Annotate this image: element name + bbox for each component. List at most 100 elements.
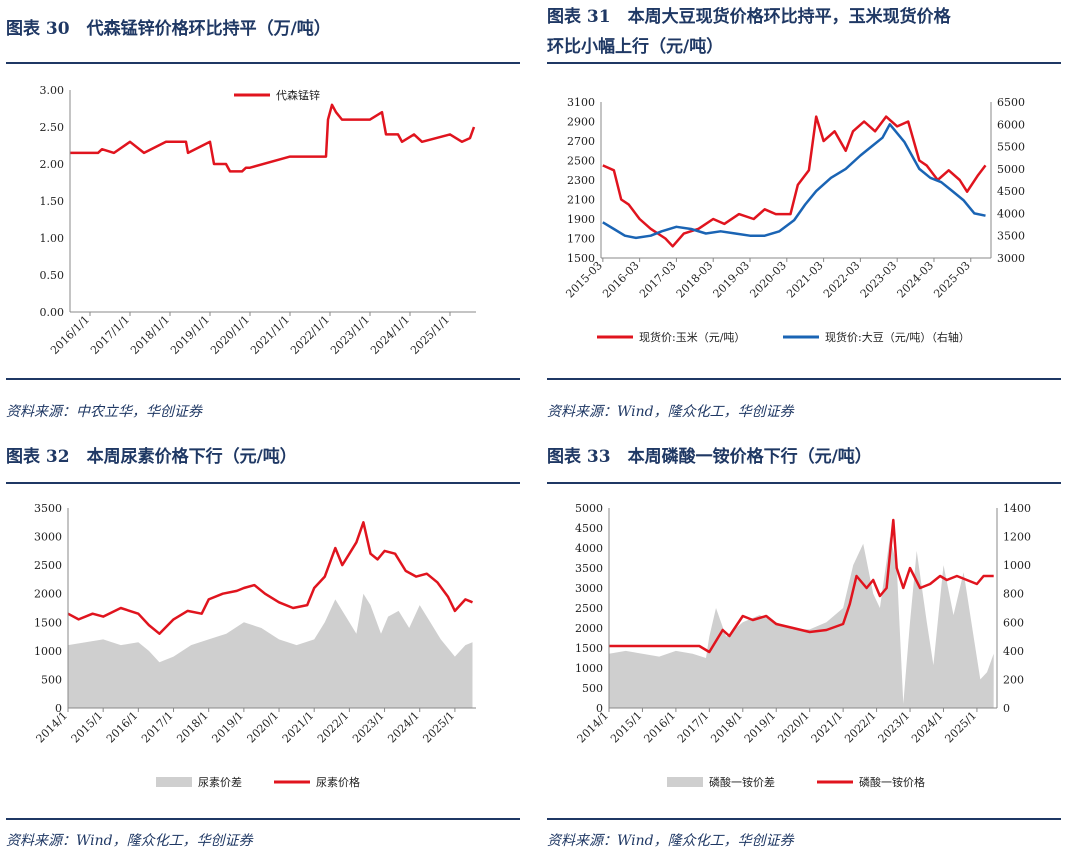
x-tick-label: 2016/1	[104, 709, 141, 746]
y2-tick-label: 200	[1003, 673, 1024, 686]
y-tick-label: 2000	[575, 622, 603, 635]
y2-tick-label: 1000	[1003, 559, 1031, 572]
legend-label: 现货价:玉米（元/吨）	[639, 330, 745, 344]
y-tick-label: 1500	[567, 252, 595, 265]
x-tick-label: 2022/1	[315, 709, 352, 746]
panel-31: 图表 31 本周大豆现货价格环比持平，玉米现货价格 环比小幅上行（元/吨） 31…	[547, 2, 1061, 426]
chart-33-svg: 5000450040003500300025002000150010005000…	[575, 502, 1031, 789]
x-tick-label: 2017-03	[637, 259, 679, 301]
legend-label: 现货价:大豆（元/吨）（右轴）	[825, 330, 970, 344]
y2-tick-label: 1200	[1003, 531, 1031, 544]
y-tick-label: 1000	[34, 645, 62, 658]
y2-tick-label: 5500	[997, 141, 1025, 154]
chart-source: 资料来源：Wind，隆众化工，华创证券	[547, 833, 794, 849]
series-line-1	[609, 518, 994, 654]
x-tick-label: 2025/1/1	[408, 313, 452, 357]
legend-swatch	[156, 777, 192, 787]
series-line-0	[602, 115, 987, 248]
x-tick-label: 2019-03	[711, 259, 753, 301]
x-tick-label: 2014/1	[575, 709, 612, 746]
x-tick-label: 2020-03	[747, 259, 789, 301]
y-tick-label: 2.50	[40, 121, 65, 134]
x-tick-label: 2017/1	[139, 709, 176, 746]
panel-30: 图表 30 代森锰锌价格环比持平（万/吨） 3.00 2.50 2.00 1.50 1.…	[6, 6, 520, 426]
y-tick-label: 0	[596, 702, 603, 715]
x-tick-label: 2023/1/1	[328, 313, 372, 357]
x-tick-label: 2024/1/1	[368, 313, 412, 357]
chart-source: 资料来源：中农立华，华创证券	[6, 404, 202, 420]
legend-label: 磷酸一铵价差	[709, 775, 775, 789]
footer-rule	[547, 818, 1061, 820]
y-tick-label: 4000	[575, 542, 603, 555]
x-tick-label: 2017/1	[675, 709, 712, 746]
x-tick-label: 2018/1	[174, 709, 211, 746]
x-tick-label: 2020/1/1	[208, 313, 252, 357]
x-tick-label: 2024-03	[895, 259, 937, 301]
chart-32-svg: 3500 3000 2500 2000 1500 1000 500 02014/12015/1…	[34, 502, 476, 789]
title-rule	[547, 482, 1061, 484]
y2-tick-label: 0	[1003, 702, 1010, 715]
y2-tick-label: 4000	[997, 207, 1025, 220]
y-tick-label: 1900	[567, 213, 595, 226]
x-tick-label: 2020/1	[775, 709, 812, 746]
panel-33: 图表 33 本周磷酸一铵价格下行（元/吨） 5000 4500 4000 3500 30…	[547, 440, 1061, 852]
x-tick-label: 2014/1	[34, 709, 71, 746]
x-tick-label: 2024/1	[385, 709, 422, 746]
title-rule	[6, 62, 520, 64]
y2-tick-label: 600	[1003, 616, 1024, 629]
footer-rule	[547, 378, 1061, 380]
y-tick-label: 2500	[575, 602, 603, 615]
x-tick-label: 2025/1	[942, 709, 979, 746]
x-tick-label: 2016/1/1	[48, 313, 92, 357]
y-tick-label: 5000	[575, 502, 603, 515]
y-tick-label: 3000	[575, 582, 603, 595]
x-tick-label: 2019/1	[742, 709, 779, 746]
y-tick-label: 2.00	[40, 158, 65, 171]
legend-swatch	[667, 777, 703, 787]
y2-tick-label: 3000	[997, 252, 1025, 265]
x-tick-label: 2021-03	[784, 259, 826, 301]
y-tick-label: 0.50	[40, 269, 65, 282]
x-tick-label: 2018-03	[674, 259, 716, 301]
x-tick-label: 2025/1	[420, 709, 457, 746]
y-tick-label: 2500	[34, 559, 62, 572]
x-tick-label: 2023-03	[858, 259, 900, 301]
legend-label: 磷酸一铵价格	[859, 775, 925, 789]
y-tick-label: 2900	[567, 116, 595, 129]
y2-tick-label: 800	[1003, 588, 1024, 601]
series-line-1	[602, 123, 986, 240]
x-tick-label: 2020/1	[245, 709, 282, 746]
y-tick-label: 1500	[34, 616, 62, 629]
legend-label: 尿素价格	[316, 775, 360, 789]
x-tick-label: 2018/1/1	[128, 313, 172, 357]
chart-title-line2: 环比小幅上行（元/吨）	[547, 37, 724, 57]
series-line-0	[70, 103, 476, 173]
x-tick-label: 2024/1	[909, 709, 946, 746]
x-tick-label: 2023/1	[350, 709, 387, 746]
y-tick-label: 1000	[575, 662, 603, 675]
x-tick-label: 2022/1/1	[288, 313, 332, 357]
x-tick-label: 2021/1	[809, 709, 846, 746]
x-tick-label: 2023/1	[876, 709, 913, 746]
y-tick-label: 500	[41, 673, 62, 686]
chart-31-svg: 3100 2900 2700 2500 2300 2100 1900 1700 1500 6500…	[563, 96, 1025, 344]
y-tick-label: 0	[55, 702, 62, 715]
y-tick-label: 3500	[34, 502, 62, 515]
y-tick-label: 4500	[575, 522, 603, 535]
y-tick-label: 2300	[567, 174, 595, 187]
y2-tick-label: 5000	[997, 163, 1025, 176]
y-tick-label: 2500	[567, 155, 595, 168]
x-tick-label: 2025-03	[931, 259, 973, 301]
y2-tick-label: 6000	[997, 118, 1025, 131]
chart-30-svg: 3.00 2.50 2.00 1.50 1.00 0.50 0.002016/1/12017…	[40, 84, 476, 357]
y-tick-label: 2000	[34, 588, 62, 601]
x-tick-label: 2018/1	[708, 709, 745, 746]
y-tick-label: 3100	[567, 96, 595, 109]
footer-rule	[6, 818, 520, 820]
panel-32: 图表 32 本周尿素价格下行（元/吨） 3500 3000 2500 2000 1500…	[6, 440, 520, 852]
chart-source: 资料来源：Wind，隆众化工，华创证券	[547, 404, 794, 420]
y-tick-label: 2100	[567, 194, 595, 207]
series-area-0	[68, 593, 473, 708]
series-area-0	[609, 536, 994, 708]
chart-source: 资料来源：Wind，隆众化工，华创证券	[6, 833, 253, 849]
